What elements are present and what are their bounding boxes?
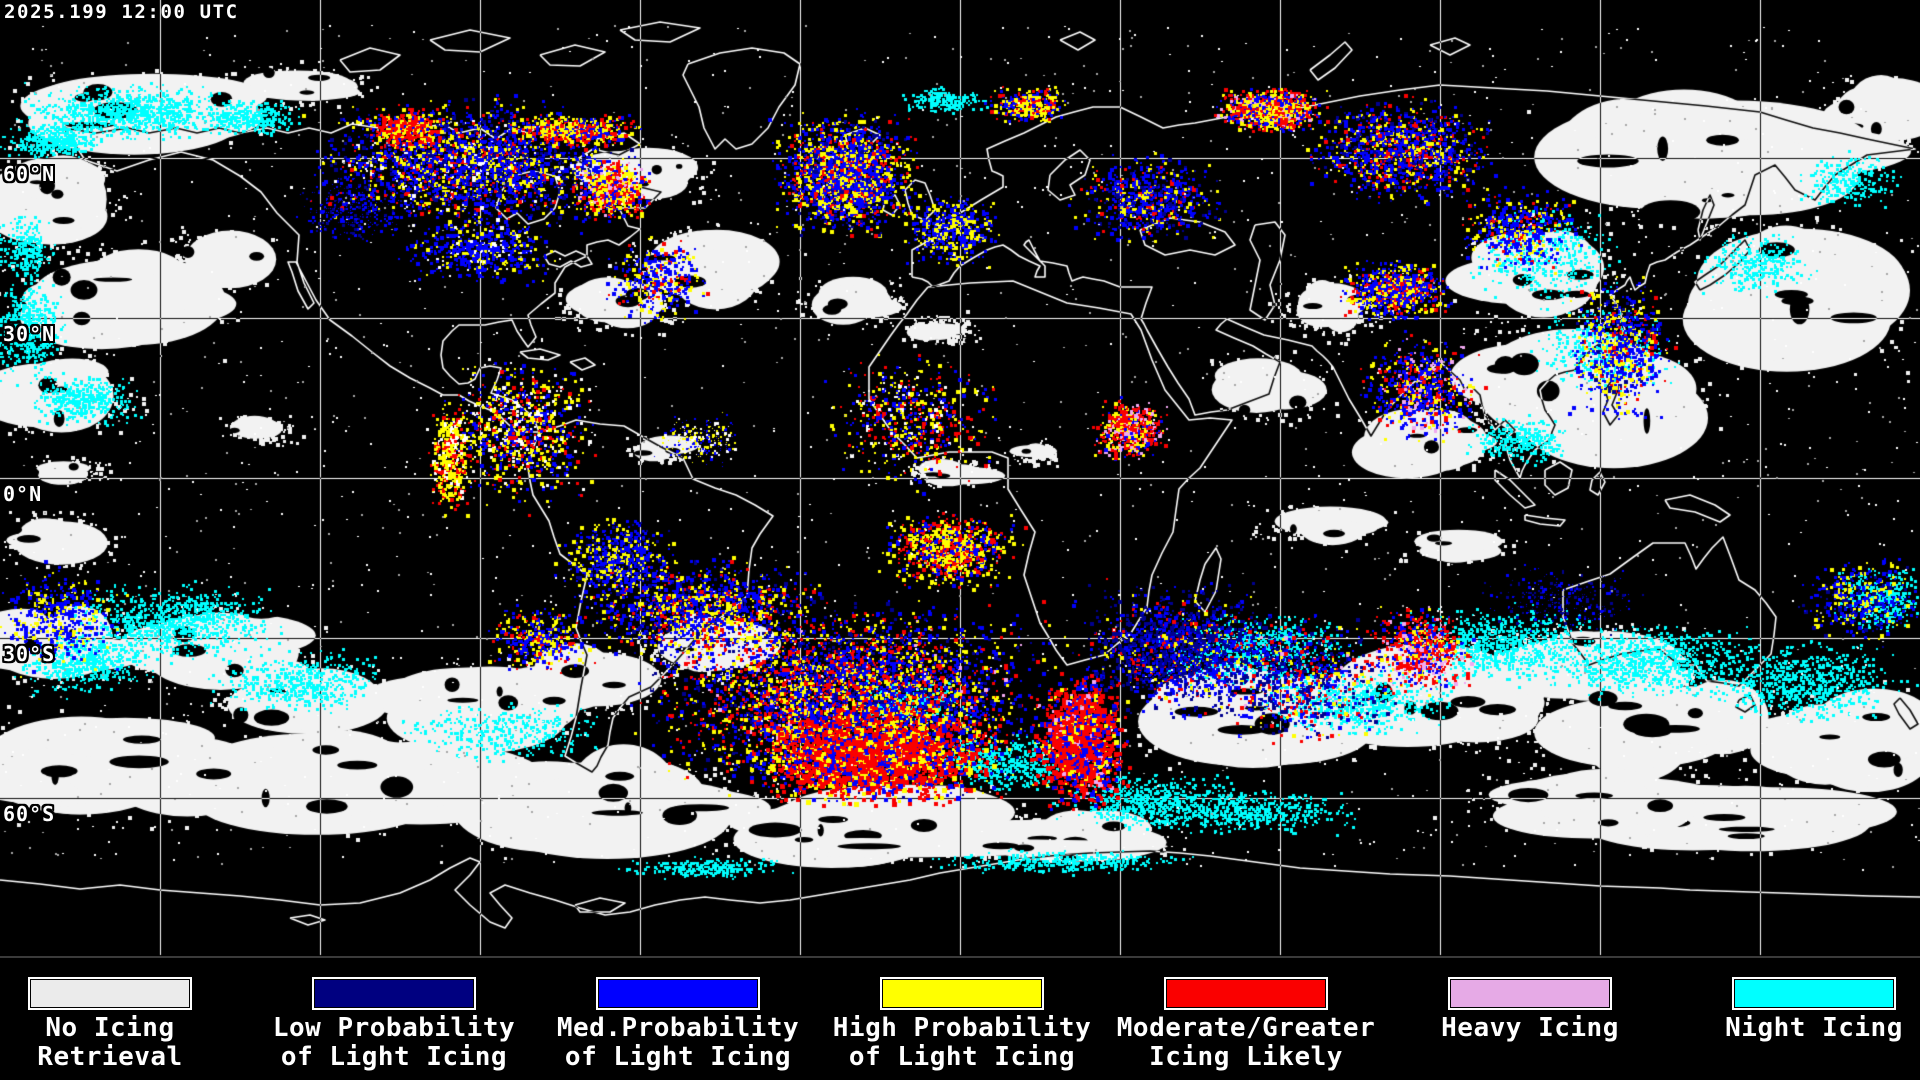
- legend-label-high-probability-light-icing: High Probability of Light Icing: [832, 1013, 1092, 1072]
- latitude-label: 60°S: [3, 802, 56, 826]
- legend-swatch-no-icing-retrieval: [28, 977, 192, 1010]
- latitude-label: 0°N: [3, 482, 43, 506]
- latitude-label: 30°N: [3, 322, 56, 346]
- legend-label-heavy-icing: Heavy Icing: [1441, 1013, 1619, 1043]
- legend-swatch-med-probability-light-icing: [596, 977, 760, 1010]
- legend-label-med-probability-light-icing: Med.Probability of Light Icing: [556, 1013, 800, 1072]
- latitude-label: 30°S: [3, 642, 56, 666]
- legend-swatch-low-probability-light-icing: [312, 977, 476, 1010]
- legend-swatch-moderate-greater-icing: [1164, 977, 1328, 1010]
- legend-swatch-night-icing: [1732, 977, 1896, 1010]
- timestamp-label: 2025.199 12:00 UTC: [4, 1, 239, 23]
- legend-swatch-high-probability-light-icing: [880, 977, 1044, 1010]
- legend-label-no-icing-retrieval: No Icing Retrieval: [37, 1013, 183, 1072]
- legend-label-moderate-greater-icing: Moderate/Greater Icing Likely: [1116, 1013, 1376, 1072]
- legend-swatch-heavy-icing: [1448, 977, 1612, 1010]
- map-bottom-divider: [0, 956, 1920, 958]
- legend-label-low-probability-light-icing: Low Probability of Light Icing: [272, 1013, 516, 1072]
- latitude-label: 60°N: [3, 162, 56, 186]
- world-icing-map-canvas: [0, 0, 1920, 958]
- legend-label-night-icing: Night Icing: [1725, 1013, 1903, 1043]
- legend-bar: No Icing Retrieval Low Probability of Lig…: [0, 958, 1920, 1080]
